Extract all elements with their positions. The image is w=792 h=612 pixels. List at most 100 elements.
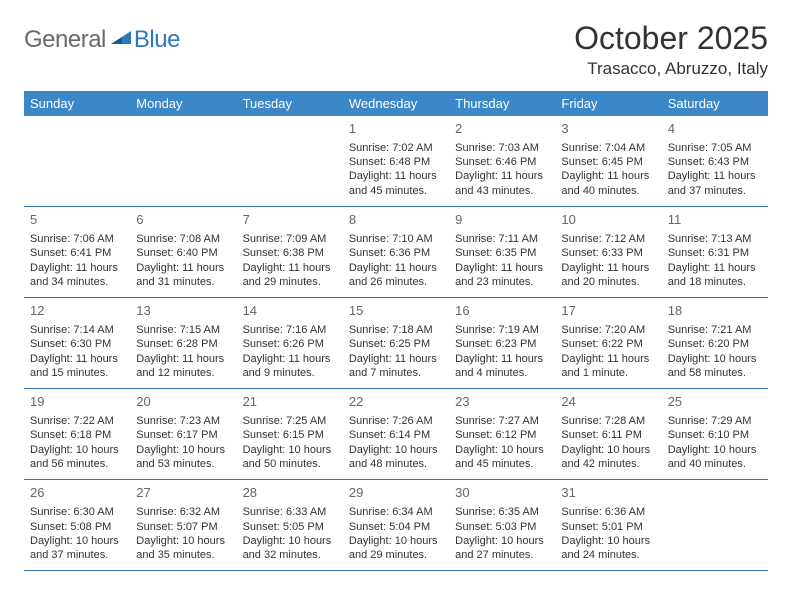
sunrise-line: Sunrise: 7:11 AM [455, 232, 549, 246]
daylight-line: Daylight: 11 hours and 15 minutes. [30, 352, 124, 381]
calendar-cell [130, 116, 236, 207]
day-number: 18 [668, 303, 762, 320]
day-header: Sunday [24, 91, 130, 116]
daylight-line: Daylight: 10 hours and 32 minutes. [243, 534, 337, 563]
sunrise-line: Sunrise: 7:04 AM [561, 141, 655, 155]
daylight-line: Daylight: 10 hours and 29 minutes. [349, 534, 443, 563]
day-number: 3 [561, 121, 655, 138]
calendar-week-row: 5Sunrise: 7:06 AMSunset: 6:41 PMDaylight… [24, 207, 768, 298]
day-header: Friday [555, 91, 661, 116]
calendar-cell: 2Sunrise: 7:03 AMSunset: 6:46 PMDaylight… [449, 116, 555, 207]
brand-text-general: General [24, 26, 106, 54]
sunrise-line: Sunrise: 7:29 AM [668, 414, 762, 428]
sunrise-line: Sunrise: 6:34 AM [349, 505, 443, 519]
day-number: 24 [561, 394, 655, 411]
day-header-row: Sunday Monday Tuesday Wednesday Thursday… [24, 91, 768, 116]
sunset-line: Sunset: 6:11 PM [561, 428, 655, 442]
day-number: 30 [455, 485, 549, 502]
month-title: October 2025 [574, 20, 768, 57]
sunrise-line: Sunrise: 6:30 AM [30, 505, 124, 519]
day-number: 28 [243, 485, 337, 502]
daylight-line: Daylight: 11 hours and 1 minute. [561, 352, 655, 381]
daylight-line: Daylight: 11 hours and 4 minutes. [455, 352, 549, 381]
calendar-cell: 21Sunrise: 7:25 AMSunset: 6:15 PMDayligh… [237, 389, 343, 480]
day-header: Monday [130, 91, 236, 116]
calendar-week-row: 1Sunrise: 7:02 AMSunset: 6:48 PMDaylight… [24, 116, 768, 207]
sunrise-line: Sunrise: 7:27 AM [455, 414, 549, 428]
sunrise-line: Sunrise: 6:33 AM [243, 505, 337, 519]
location-text: Trasacco, Abruzzo, Italy [574, 59, 768, 79]
calendar-table: Sunday Monday Tuesday Wednesday Thursday… [24, 91, 768, 571]
daylight-line: Daylight: 11 hours and 26 minutes. [349, 261, 443, 290]
day-number: 26 [30, 485, 124, 502]
daylight-line: Daylight: 11 hours and 7 minutes. [349, 352, 443, 381]
calendar-cell: 8Sunrise: 7:10 AMSunset: 6:36 PMDaylight… [343, 207, 449, 298]
daylight-line: Daylight: 11 hours and 31 minutes. [136, 261, 230, 290]
sunset-line: Sunset: 6:48 PM [349, 155, 443, 169]
brand-mark-icon [110, 27, 132, 54]
sunrise-line: Sunrise: 7:21 AM [668, 323, 762, 337]
sunset-line: Sunset: 6:30 PM [30, 337, 124, 351]
day-header: Wednesday [343, 91, 449, 116]
sunrise-line: Sunrise: 7:03 AM [455, 141, 549, 155]
sunset-line: Sunset: 6:45 PM [561, 155, 655, 169]
calendar-cell: 20Sunrise: 7:23 AMSunset: 6:17 PMDayligh… [130, 389, 236, 480]
calendar-cell: 18Sunrise: 7:21 AMSunset: 6:20 PMDayligh… [662, 298, 768, 389]
day-number: 12 [30, 303, 124, 320]
sunset-line: Sunset: 5:08 PM [30, 520, 124, 534]
sunrise-line: Sunrise: 7:06 AM [30, 232, 124, 246]
sunset-line: Sunset: 6:15 PM [243, 428, 337, 442]
daylight-line: Daylight: 11 hours and 40 minutes. [561, 169, 655, 198]
calendar-cell: 3 Sunrise: 7:04 AMSunset: 6:45 PMDaylight… [555, 116, 661, 207]
daylight-line: Daylight: 10 hours and 40 minutes. [668, 443, 762, 472]
calendar-cell: 23Sunrise: 7:27 AMSunset: 6:12 PMDayligh… [449, 389, 555, 480]
daylight-line: Daylight: 10 hours and 58 minutes. [668, 352, 762, 381]
day-number: 17 [561, 303, 655, 320]
sunset-line: Sunset: 6:43 PM [668, 155, 762, 169]
brand-text-blue: Blue [134, 26, 180, 54]
page-header: General Blue October 2025 Trasacco, Abru… [24, 20, 768, 79]
sunset-line: Sunset: 6:38 PM [243, 246, 337, 260]
calendar-cell: 25 Sunrise: 7:29 AMSunset: 6:10 PMDayligh… [662, 389, 768, 480]
sunset-line: Sunset: 5:05 PM [243, 520, 337, 534]
calendar-cell: 5Sunrise: 7:06 AMSunset: 6:41 PMDaylight… [24, 207, 130, 298]
day-header: Thursday [449, 91, 555, 116]
sunset-line: Sunset: 6:36 PM [349, 246, 443, 260]
calendar-cell: 31Sunrise: 6:36 AMSunset: 5:01 PMDayligh… [555, 480, 661, 571]
sunset-line: Sunset: 6:41 PM [30, 246, 124, 260]
sunrise-line: Sunrise: 7:20 AM [561, 323, 655, 337]
sunset-line: Sunset: 5:01 PM [561, 520, 655, 534]
calendar-cell: 6Sunrise: 7:08 AMSunset: 6:40 PMDaylight… [130, 207, 236, 298]
calendar-cell: 10Sunrise: 7:12 AMSunset: 6:33 PMDayligh… [555, 207, 661, 298]
sunset-line: Sunset: 6:26 PM [243, 337, 337, 351]
day-number: 11 [668, 212, 762, 229]
daylight-line: Daylight: 11 hours and 29 minutes. [243, 261, 337, 290]
daylight-line: Daylight: 10 hours and 53 minutes. [136, 443, 230, 472]
sunset-line: Sunset: 6:10 PM [668, 428, 762, 442]
sunset-line: Sunset: 6:35 PM [455, 246, 549, 260]
daylight-line: Daylight: 10 hours and 35 minutes. [136, 534, 230, 563]
sunrise-line: Sunrise: 7:05 AM [668, 141, 762, 155]
calendar-cell: 7Sunrise: 7:09 AMSunset: 6:38 PMDaylight… [237, 207, 343, 298]
calendar-cell: 29Sunrise: 6:34 AMSunset: 5:04 PMDayligh… [343, 480, 449, 571]
sunset-line: Sunset: 6:33 PM [561, 246, 655, 260]
day-number: 7 [243, 212, 337, 229]
sunset-line: Sunset: 6:23 PM [455, 337, 549, 351]
calendar-cell: 15Sunrise: 7:18 AMSunset: 6:25 PMDayligh… [343, 298, 449, 389]
calendar-cell: 27Sunrise: 6:32 AMSunset: 5:07 PMDayligh… [130, 480, 236, 571]
day-number: 13 [136, 303, 230, 320]
sunrise-line: Sunrise: 7:25 AM [243, 414, 337, 428]
day-number: 16 [455, 303, 549, 320]
day-number: 8 [349, 212, 443, 229]
sunrise-line: Sunrise: 7:13 AM [668, 232, 762, 246]
calendar-week-row: 12Sunrise: 7:14 AMSunset: 6:30 PMDayligh… [24, 298, 768, 389]
sunrise-line: Sunrise: 6:35 AM [455, 505, 549, 519]
sunrise-line: Sunrise: 7:02 AM [349, 141, 443, 155]
calendar-cell: 30Sunrise: 6:35 AMSunset: 5:03 PMDayligh… [449, 480, 555, 571]
calendar-cell: 19Sunrise: 7:22 AMSunset: 6:18 PMDayligh… [24, 389, 130, 480]
day-number: 25 [668, 394, 762, 411]
calendar-cell: 13Sunrise: 7:15 AMSunset: 6:28 PMDayligh… [130, 298, 236, 389]
calendar-cell: 14Sunrise: 7:16 AMSunset: 6:26 PMDayligh… [237, 298, 343, 389]
daylight-line: Daylight: 11 hours and 12 minutes. [136, 352, 230, 381]
calendar-cell: 17Sunrise: 7:20 AMSunset: 6:22 PMDayligh… [555, 298, 661, 389]
